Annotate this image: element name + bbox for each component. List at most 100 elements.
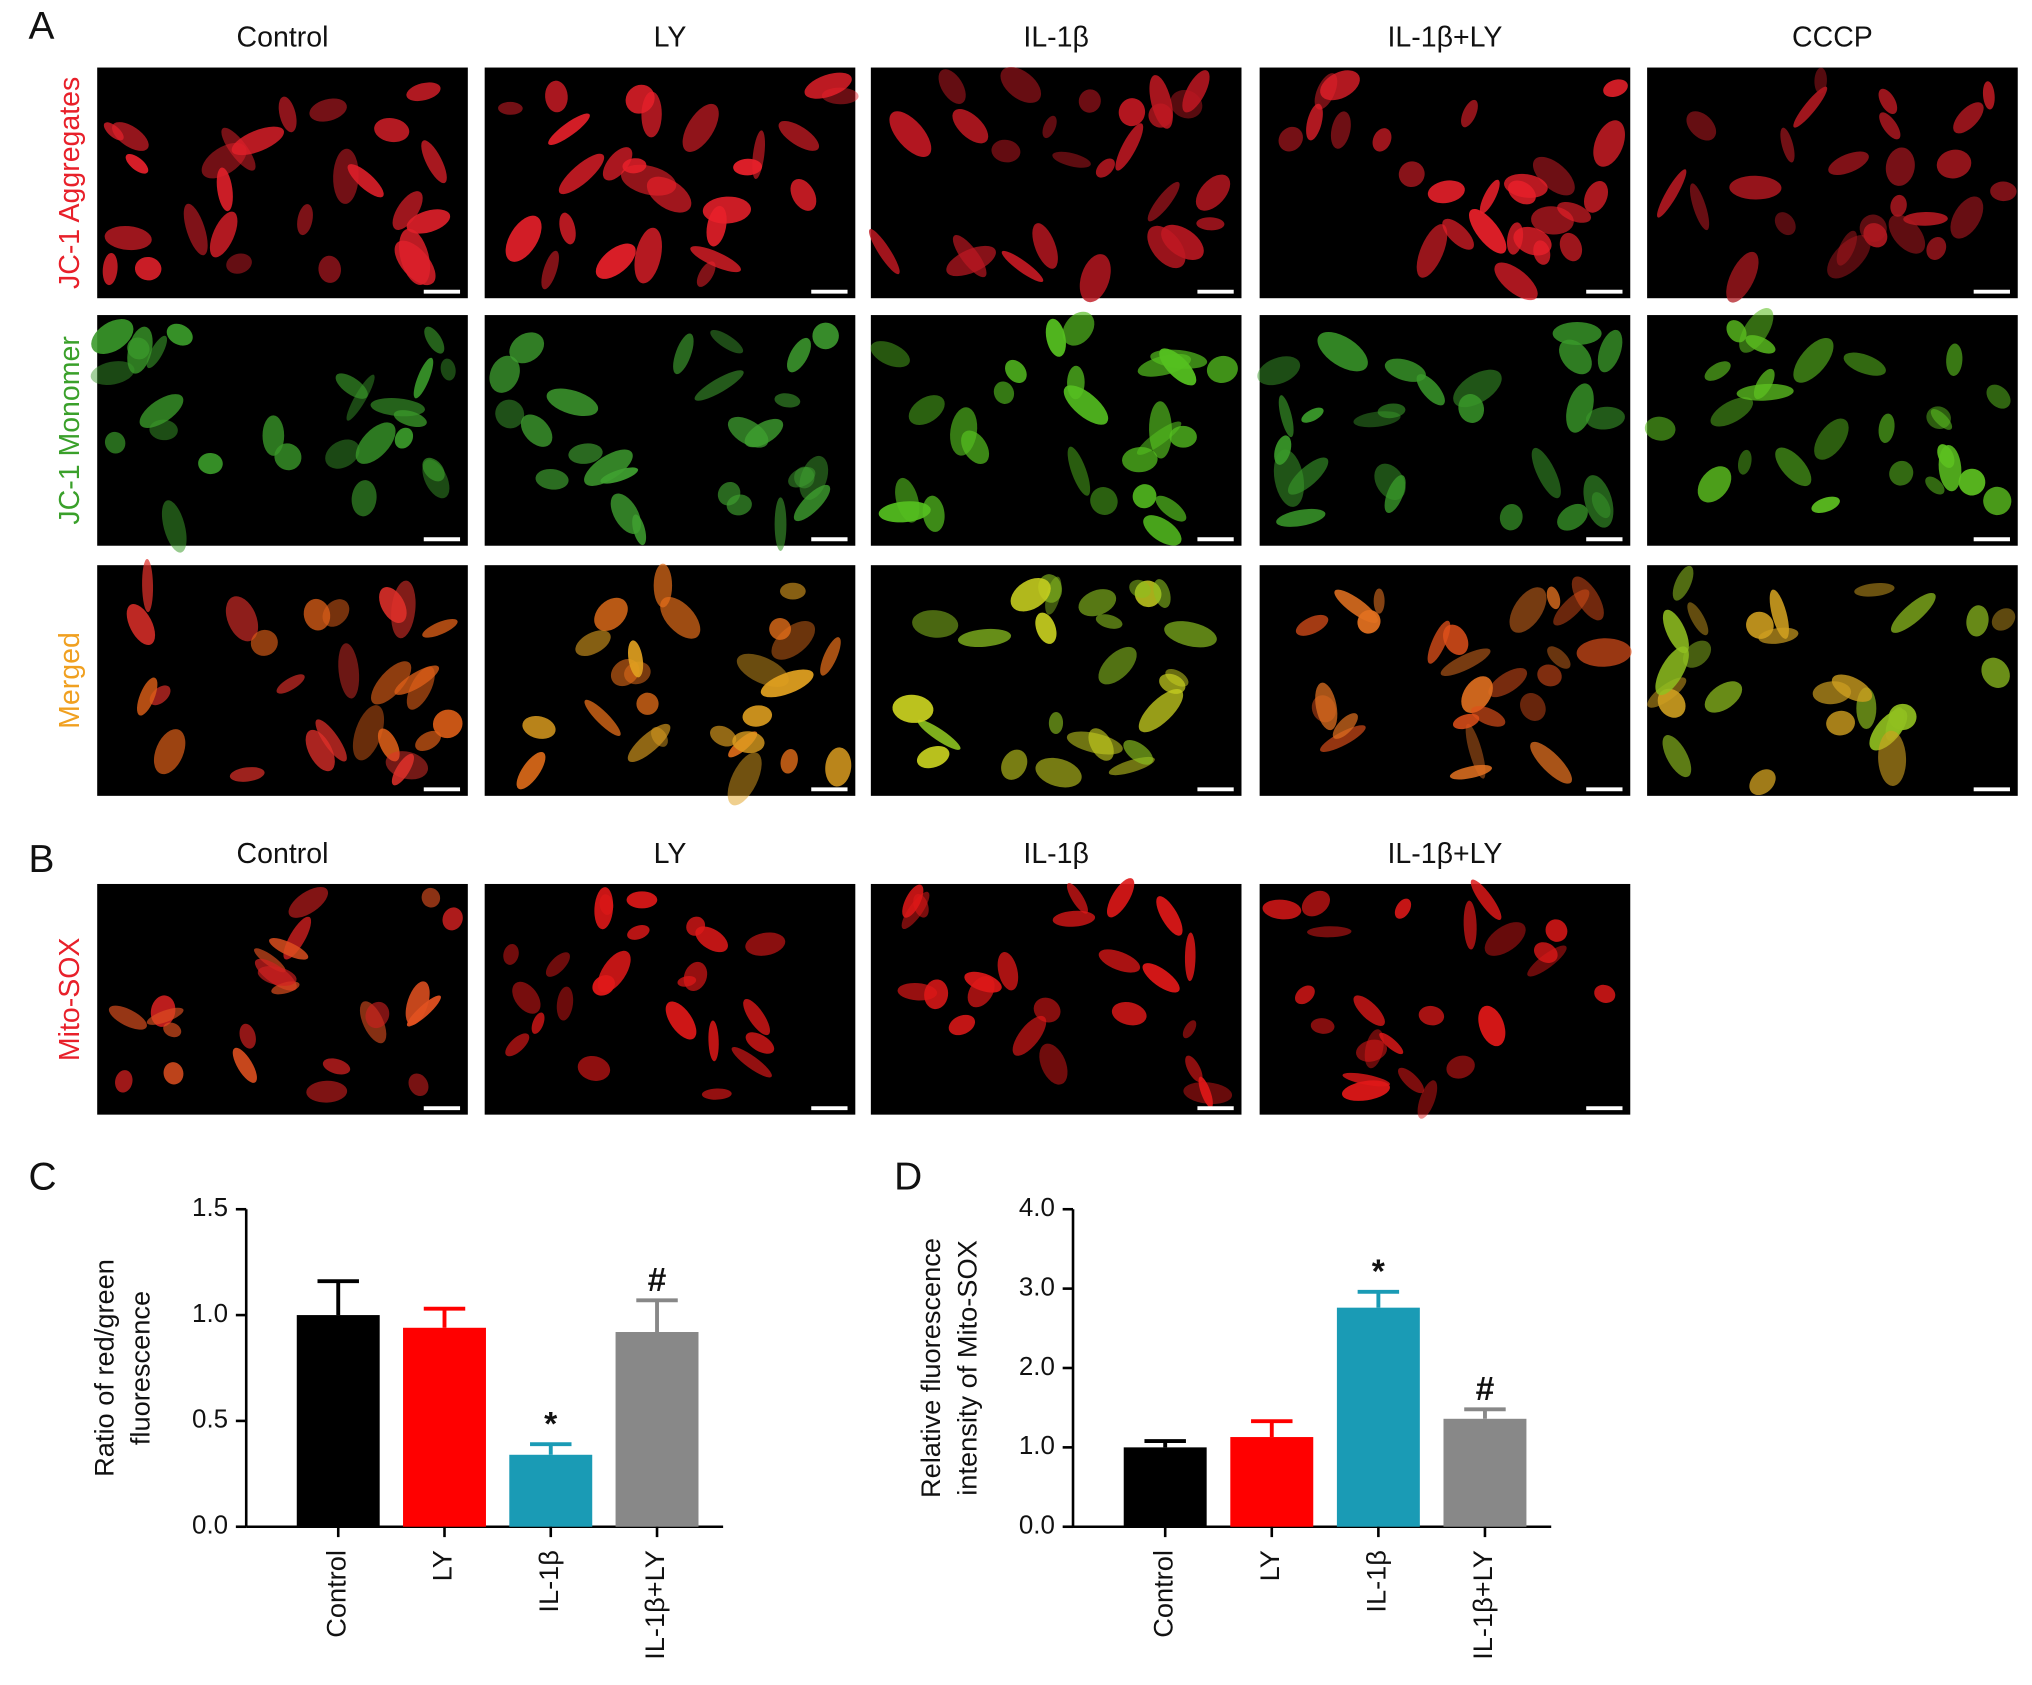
y-tick-label: 1.5: [192, 1194, 228, 1222]
cell: [745, 1032, 775, 1054]
cell: [347, 164, 384, 198]
cell: [1509, 587, 1547, 633]
cell: [1494, 262, 1538, 301]
cell: [374, 118, 410, 143]
cell: [1537, 664, 1562, 687]
cell: [727, 752, 762, 806]
cell: [788, 466, 816, 488]
cell: [545, 952, 570, 977]
cell: [1950, 196, 1984, 239]
cell: [1597, 329, 1623, 373]
cell: [690, 246, 741, 273]
cell: [406, 666, 435, 710]
cell: [804, 72, 852, 99]
cell: [889, 111, 932, 157]
cell: [897, 983, 938, 1001]
error-bar: [423, 1306, 466, 1328]
cell: [1443, 624, 1469, 656]
cell: [1045, 576, 1062, 615]
cell: [870, 341, 910, 368]
cell: [1697, 466, 1732, 503]
cell: [520, 414, 553, 447]
column-label: LY: [654, 838, 687, 870]
cell: [531, 1012, 545, 1034]
cell: [1287, 457, 1329, 495]
cell: [594, 597, 628, 631]
cell: [1859, 214, 1887, 242]
cell: [1185, 1055, 1203, 1083]
cell: [774, 497, 787, 551]
cell: [1032, 223, 1058, 269]
cell: [1294, 985, 1315, 1005]
cell: [406, 995, 441, 1027]
y-tick-label: 4.0: [1019, 1194, 1055, 1222]
cell: [1812, 681, 1852, 705]
cell: [1729, 175, 1782, 200]
cell: [1878, 413, 1895, 443]
cell: [1153, 579, 1171, 608]
cell: [1533, 942, 1558, 963]
cell: [408, 1073, 429, 1097]
cell: [315, 719, 347, 762]
cell: [1559, 232, 1583, 262]
cell: [651, 727, 668, 747]
cell: [1416, 224, 1448, 278]
cell: [522, 716, 556, 739]
cell: [512, 981, 541, 1014]
cell: [1571, 576, 1604, 621]
cell: [262, 415, 285, 456]
cell: [991, 139, 1021, 163]
cell: [1814, 67, 1827, 94]
cell: [1990, 181, 2017, 202]
cell: [127, 337, 150, 360]
cell: [90, 361, 135, 385]
significance-label: #: [1476, 1371, 1495, 1408]
cell: [1446, 1055, 1475, 1079]
cell: [1005, 359, 1027, 383]
cell: [297, 204, 313, 236]
cell: [683, 961, 708, 992]
cell: [916, 745, 950, 769]
cell: [1118, 98, 1146, 127]
cell: [1123, 739, 1154, 765]
cell: [997, 951, 1019, 991]
cell: [421, 140, 447, 184]
cell: [577, 1055, 611, 1081]
cell: [1531, 447, 1561, 499]
bar: [403, 1327, 486, 1527]
cell: [432, 709, 463, 739]
cell: [559, 212, 576, 245]
cell: [1657, 688, 1686, 718]
cell: [225, 596, 259, 642]
cell: [1111, 1001, 1147, 1026]
cell: [627, 640, 644, 678]
cell: [1461, 99, 1478, 128]
cell: [1379, 1032, 1404, 1055]
cell: [1012, 1015, 1047, 1056]
cell: [1398, 161, 1425, 187]
cell: [161, 500, 187, 553]
cell: [1814, 418, 1849, 460]
cell: [269, 938, 309, 960]
cell: [333, 148, 359, 204]
cell: [1078, 589, 1117, 617]
cell: [516, 752, 546, 790]
cell: [1603, 79, 1628, 97]
cell: [1585, 406, 1625, 430]
cell: [1458, 394, 1485, 423]
cell: [371, 661, 412, 705]
cell: [1958, 468, 1986, 496]
cell: [787, 337, 811, 373]
cell: [541, 250, 559, 290]
cell: [355, 422, 396, 464]
cell: [1364, 1029, 1384, 1069]
cell: [745, 932, 786, 956]
y-tick-label: 1.0: [192, 1300, 228, 1328]
error-bar: [530, 1442, 572, 1455]
cell: [1164, 621, 1217, 648]
cell: [1295, 614, 1329, 636]
cell: [1078, 89, 1101, 113]
cell: [1377, 403, 1406, 419]
cell: [546, 388, 599, 417]
